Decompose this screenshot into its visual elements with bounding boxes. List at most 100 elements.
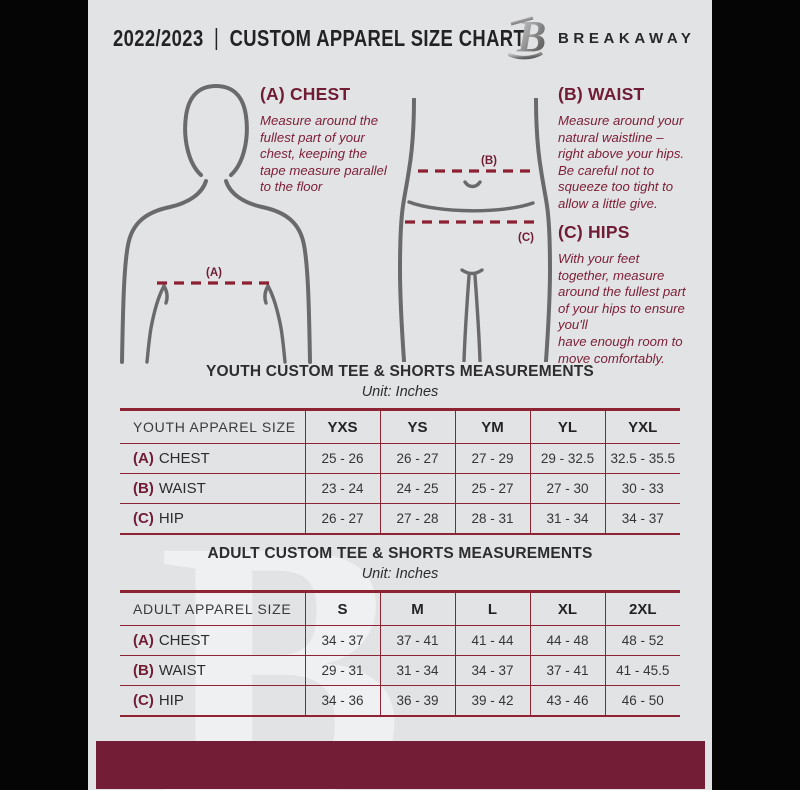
size-table-header-row: YOUTH APPAREL SIZE YXS YS YM YL YXL <box>120 409 680 444</box>
season-label: 2022/2023 <box>113 25 204 51</box>
adult-size-table-container: ADULT APPAREL SIZE S M L XL 2XL (A) CHEST 34 - 3… <box>120 590 680 717</box>
measurement-value-cell: 25 - 27 <box>454 473 530 504</box>
measurement-value-cell: 25 - 26 <box>304 443 380 474</box>
size-column-header: S <box>304 591 380 626</box>
left-torso-leg-outline <box>397 98 416 362</box>
size-column-header: L <box>454 591 530 626</box>
size-column-header: YL <box>529 409 605 444</box>
youth-measurements-section: YOUTH CUSTOM TEE & SHORTS MEASUREMENTS U… <box>120 363 680 535</box>
measure-key: (B) <box>133 662 154 679</box>
crotch-curve <box>460 268 484 276</box>
chest-instruction-heading: (A) CHEST <box>260 84 351 104</box>
hip-line-label: (C) <box>518 232 534 244</box>
hips-instruction-block: (C) HIPS With your feet together, measur… <box>558 222 712 367</box>
measurement-row: (A) CHEST 34 - 37 37 - 41 41 - 44 44 - 48 48 -… <box>120 625 680 656</box>
page-title: CUSTOM APPAREL SIZE CHART <box>229 25 526 51</box>
measurement-value-cell: 26 - 27 <box>379 443 455 474</box>
measurement-label-cell: (A) CHEST <box>133 632 210 649</box>
left-armpit-curl <box>162 284 169 305</box>
measurement-value-cell: 31 - 34 <box>529 503 605 534</box>
measurement-value-cell: 36 - 39 <box>379 685 455 716</box>
measurement-value-cell: 27 - 30 <box>529 473 605 504</box>
adult-table-title: ADULT CUSTOM TEE & SHORTS MEASUREMENTS <box>207 545 593 562</box>
breakaway-b-logo-icon: B <box>508 12 546 61</box>
measurement-label-cell: (A) CHEST <box>133 450 210 467</box>
youth-table-title: YOUTH CUSTOM TEE & SHORTS MEASUREMENTS <box>206 363 594 380</box>
size-column-header: YXL <box>604 409 680 444</box>
size-column-header: YS <box>379 409 455 444</box>
size-column-header: 2XL <box>604 591 680 626</box>
right-torso-leg-outline <box>534 98 553 362</box>
adult-table-unit: Unit: Inches <box>361 566 439 582</box>
measurement-value-cell: 34 - 37 <box>454 655 530 686</box>
size-table-header-row: ADULT APPAREL SIZE S M L XL 2XL <box>120 591 680 626</box>
measurement-value-cell: 44 - 48 <box>529 625 605 656</box>
measurement-value-cell: 23 - 24 <box>304 473 380 504</box>
brand-name: BREAKAWAY <box>558 30 696 47</box>
measurement-value-cell: 34 - 36 <box>304 685 380 716</box>
measurement-value-cell: 29 - 31 <box>304 655 380 686</box>
measurement-value-cell: 34 - 37 <box>604 503 680 534</box>
measurement-row: (C) HIP 34 - 36 36 - 39 39 - 42 43 - 46 46 - 5… <box>120 685 680 716</box>
chest-instruction-text: Measure around the fullest part of your … <box>260 113 387 195</box>
measurement-value-cell: 32.5 - 35.5 <box>604 443 680 474</box>
poster-page: B 2022/2023 | CUSTOM APPAREL SIZE CHART B … <box>88 0 712 790</box>
measurement-value-cell: 48 - 52 <box>604 625 680 656</box>
adult-measurements-section: ADULT CUSTOM TEE & SHORTS MEASUREMENTS U… <box>120 545 680 717</box>
left-inner-leg-line <box>462 274 471 362</box>
footer-accent-bar <box>96 741 705 789</box>
measure-key: (B) <box>133 480 154 497</box>
chest-line-label: (A) <box>206 267 222 279</box>
waist-instruction-heading: (B) WAIST <box>558 84 645 104</box>
header-divider: | <box>213 24 220 50</box>
upper-body-figure-illustration: (A) <box>120 83 312 364</box>
chest-instruction-block: (A) CHEST Measure around the fullest par… <box>260 84 422 196</box>
measurement-value-cell: 37 - 41 <box>529 655 605 686</box>
measure-key: (C) <box>133 692 154 709</box>
youth-size-table-container: YOUTH APPAREL SIZE YXS YS YM YL YXL (A) CHEST 25… <box>120 408 680 535</box>
measurement-value-cell: 37 - 41 <box>379 625 455 656</box>
measurement-label-cell: (B) WAIST <box>133 480 206 497</box>
hip-curve-line <box>407 200 535 213</box>
apparel-size-header-cell: ADULT APPAREL SIZE <box>133 601 292 617</box>
measurement-row: (A) CHEST 25 - 26 26 - 27 27 - 29 29 - 32.5 32… <box>120 443 680 474</box>
measurement-value-cell: 41 - 45.5 <box>604 655 680 686</box>
left-inner-arm-line <box>145 284 166 364</box>
measurement-label-cell: (B) WAIST <box>133 662 206 679</box>
navel-mark <box>463 180 482 189</box>
measurement-value-cell: 34 - 37 <box>304 625 380 656</box>
waist-instruction-text: Measure around your natural waistline – … <box>558 113 685 211</box>
size-column-header: YM <box>454 409 530 444</box>
measurement-value-cell: 39 - 42 <box>454 685 530 716</box>
measurement-label-cell: (C) HIP <box>133 510 184 527</box>
measurement-value-cell: 24 - 25 <box>379 473 455 504</box>
measure-key: (A) <box>133 450 154 467</box>
head-outline <box>183 83 249 177</box>
waist-instruction-block: (B) WAIST Measure around your natural wa… <box>558 84 712 213</box>
measure-key: (C) <box>133 510 154 527</box>
size-column-header: M <box>379 591 455 626</box>
size-column-header: XL <box>529 591 605 626</box>
left-shoulder-arm-outline <box>120 179 208 364</box>
measurement-value-cell: 28 - 31 <box>454 503 530 534</box>
measure-key: (A) <box>133 632 154 649</box>
right-armpit-curl <box>263 284 270 305</box>
header-title-group: 2022/2023 | CUSTOM APPAREL SIZE CHART <box>113 24 526 52</box>
measurement-value-cell: 27 - 28 <box>379 503 455 534</box>
hips-instruction-heading: (C) HIPS <box>558 222 630 242</box>
right-shoulder-arm-outline <box>224 179 312 364</box>
youth-table-unit: Unit: Inches <box>361 384 439 400</box>
measurement-value-cell: 31 - 34 <box>379 655 455 686</box>
measurement-value-cell: 41 - 44 <box>454 625 530 656</box>
size-table: YOUTH APPAREL SIZE YXS YS YM YL YXL (A) CHEST 25… <box>120 408 680 535</box>
apparel-size-header-cell: YOUTH APPAREL SIZE <box>133 419 296 435</box>
measurement-value-cell: 27 - 29 <box>454 443 530 474</box>
size-column-header: YXS <box>304 409 380 444</box>
waist-line-label: (B) <box>481 155 497 167</box>
measurement-value-cell: 30 - 33 <box>604 473 680 504</box>
measurement-value-cell: 29 - 32.5 <box>529 443 605 474</box>
measurement-row: (C) HIP 26 - 27 27 - 28 28 - 31 31 - 34 34 - 3… <box>120 503 680 534</box>
measurement-value-cell: 26 - 27 <box>304 503 380 534</box>
measurement-row: (B) WAIST 29 - 31 31 - 34 34 - 37 37 - 41 41 -… <box>120 655 680 686</box>
